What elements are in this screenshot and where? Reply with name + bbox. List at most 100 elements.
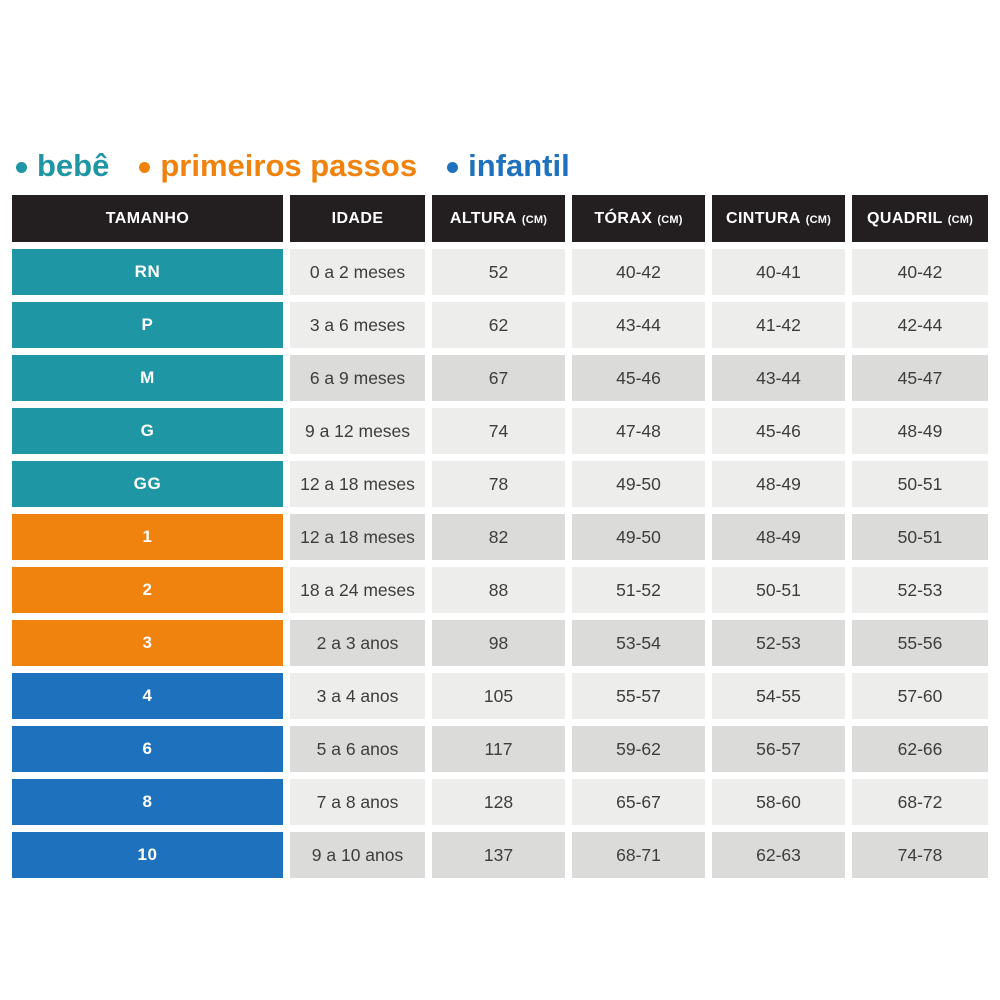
quadril-cell: 42-44 — [852, 302, 988, 348]
idade-cell: 12 a 18 meses — [290, 461, 425, 507]
torax-cell: 40-42 — [572, 249, 705, 295]
cintura-cell: 54-55 — [712, 673, 845, 719]
table-row: 3 2 a 3 anos 98 53-54 52-53 55-56 — [12, 620, 988, 666]
size-cell: P — [12, 302, 283, 348]
torax-cell: 53-54 — [572, 620, 705, 666]
torax-cell: 45-46 — [572, 355, 705, 401]
size-cell: 10 — [12, 832, 283, 878]
table-row: RN 0 a 2 meses 52 40-42 40-41 40-42 — [12, 249, 988, 295]
table-header-row: TAMANHO IDADE ALTURA (CM) TÓRAX (CM) CINTU… — [12, 195, 988, 242]
altura-cell: 98 — [432, 620, 565, 666]
idade-cell: 3 a 6 meses — [290, 302, 425, 348]
table-row: P 3 a 6 meses 62 43-44 41-42 42-44 — [12, 302, 988, 348]
altura-cell: 62 — [432, 302, 565, 348]
torax-cell: 55-57 — [572, 673, 705, 719]
size-cell: 6 — [12, 726, 283, 772]
bullet-icon — [447, 161, 459, 173]
bullet-icon — [139, 161, 151, 173]
legend-item-primeiros-passos: primeiros passos — [139, 150, 417, 181]
table-row: GG 12 a 18 meses 78 49-50 48-49 50-51 — [12, 461, 988, 507]
cintura-cell: 41-42 — [712, 302, 845, 348]
torax-cell: 43-44 — [572, 302, 705, 348]
altura-cell: 78 — [432, 461, 565, 507]
quadril-cell: 50-51 — [852, 461, 988, 507]
column-header-quadril: QUADRIL (CM) — [852, 195, 988, 242]
size-cell: 4 — [12, 673, 283, 719]
table-row: 6 5 a 6 anos 117 59-62 56-57 62-66 — [12, 726, 988, 772]
torax-cell: 49-50 — [572, 514, 705, 560]
column-header-idade: IDADE — [290, 195, 425, 242]
cintura-cell: 62-63 — [712, 832, 845, 878]
table-row: G 9 a 12 meses 74 47-48 45-46 48-49 — [12, 408, 988, 454]
cintura-cell: 48-49 — [712, 514, 845, 560]
altura-cell: 105 — [432, 673, 565, 719]
cintura-cell: 58-60 — [712, 779, 845, 825]
torax-cell: 68-71 — [572, 832, 705, 878]
altura-cell: 117 — [432, 726, 565, 772]
idade-cell: 7 a 8 anos — [290, 779, 425, 825]
legend-label: bebê — [37, 147, 110, 183]
quadril-cell: 50-51 — [852, 514, 988, 560]
idade-cell: 9 a 12 meses — [290, 408, 425, 454]
column-header-torax: TÓRAX (CM) — [572, 195, 705, 242]
altura-cell: 82 — [432, 514, 565, 560]
table-row: 8 7 a 8 anos 128 65-67 58-60 68-72 — [12, 779, 988, 825]
column-header-tamanho: TAMANHO — [12, 195, 283, 242]
idade-cell: 6 a 9 meses — [290, 355, 425, 401]
cintura-cell: 56-57 — [712, 726, 845, 772]
cintura-cell: 52-53 — [712, 620, 845, 666]
idade-cell: 12 a 18 meses — [290, 514, 425, 560]
legend-item-bebe: bebê — [16, 150, 109, 181]
size-cell: RN — [12, 249, 283, 295]
column-header-altura: ALTURA (CM) — [432, 195, 565, 242]
size-table: TAMANHO IDADE ALTURA (CM) TÓRAX (CM) CINTU… — [12, 195, 988, 878]
size-cell: 1 — [12, 514, 283, 560]
table-row: 10 9 a 10 anos 137 68-71 62-63 74-78 — [12, 832, 988, 878]
idade-cell: 9 a 10 anos — [290, 832, 425, 878]
torax-cell: 51-52 — [572, 567, 705, 613]
size-chart-page: bebê primeiros passos infantil TAMANHO I… — [12, 150, 988, 878]
idade-cell: 18 a 24 meses — [290, 567, 425, 613]
altura-cell: 67 — [432, 355, 565, 401]
legend-label: infantil — [468, 147, 570, 183]
altura-cell: 88 — [432, 567, 565, 613]
quadril-cell: 74-78 — [852, 832, 988, 878]
size-cell: 2 — [12, 567, 283, 613]
size-cell: GG — [12, 461, 283, 507]
torax-cell: 65-67 — [572, 779, 705, 825]
idade-cell: 5 a 6 anos — [290, 726, 425, 772]
size-cell: G — [12, 408, 283, 454]
quadril-cell: 48-49 — [852, 408, 988, 454]
quadril-cell: 45-47 — [852, 355, 988, 401]
table-row: 2 18 a 24 meses 88 51-52 50-51 52-53 — [12, 567, 988, 613]
altura-cell: 128 — [432, 779, 565, 825]
bullet-icon — [16, 161, 27, 173]
altura-cell: 137 — [432, 832, 565, 878]
column-header-cintura: CINTURA (CM) — [712, 195, 845, 242]
idade-cell: 2 a 3 anos — [290, 620, 425, 666]
torax-cell: 47-48 — [572, 408, 705, 454]
cintura-cell: 50-51 — [712, 567, 845, 613]
torax-cell: 59-62 — [572, 726, 705, 772]
idade-cell: 3 a 4 anos — [290, 673, 425, 719]
idade-cell: 0 a 2 meses — [290, 249, 425, 295]
quadril-cell: 68-72 — [852, 779, 988, 825]
size-cell: M — [12, 355, 283, 401]
cintura-cell: 48-49 — [712, 461, 845, 507]
altura-cell: 74 — [432, 408, 565, 454]
cintura-cell: 43-44 — [712, 355, 845, 401]
cintura-cell: 40-41 — [712, 249, 845, 295]
altura-cell: 52 — [432, 249, 565, 295]
quadril-cell: 52-53 — [852, 567, 988, 613]
quadril-cell: 55-56 — [852, 620, 988, 666]
cintura-cell: 45-46 — [712, 408, 845, 454]
legend-item-infantil: infantil — [447, 150, 570, 181]
legend-label: primeiros passos — [160, 147, 418, 183]
torax-cell: 49-50 — [572, 461, 705, 507]
table-row: 4 3 a 4 anos 105 55-57 54-55 57-60 — [12, 673, 988, 719]
size-cell: 8 — [12, 779, 283, 825]
quadril-cell: 62-66 — [852, 726, 988, 772]
quadril-cell: 57-60 — [852, 673, 988, 719]
table-row: M 6 a 9 meses 67 45-46 43-44 45-47 — [12, 355, 988, 401]
size-cell: 3 — [12, 620, 283, 666]
